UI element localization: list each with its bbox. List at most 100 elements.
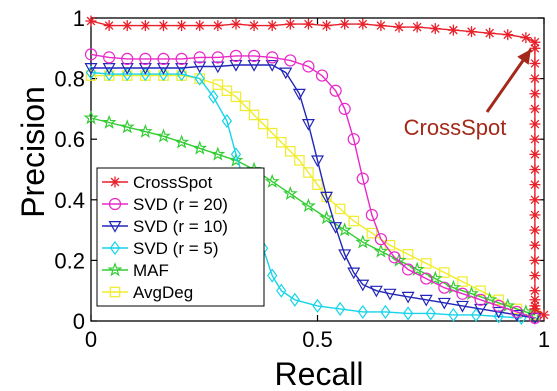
data-point-crossspot [529, 103, 541, 115]
data-point-svd-r-5 [276, 283, 287, 298]
data-point-svd-r-10 [369, 285, 383, 298]
data-point-svd-r-20 [329, 84, 342, 97]
series-svd-r-20 [84, 48, 542, 325]
data-point-maf [264, 173, 280, 188]
data-point-crossspot [529, 270, 541, 282]
legend-marker [109, 286, 121, 298]
data-point-avgdeg [303, 167, 314, 178]
data-point-crossspot [502, 29, 514, 41]
data-point-crossspot [139, 20, 151, 32]
legend-label: SVD (r = 20) [133, 195, 228, 214]
data-point-svd-r-5 [425, 306, 436, 321]
annotation-arrow-head [517, 49, 531, 65]
data-point-crossspot [529, 194, 541, 206]
legend-entry-svd-r-5: SVD (r = 5) [102, 239, 219, 258]
axes: 0 0.2 0.4 0.6 0.8 1 0 0.5 1 [54, 6, 550, 352]
data-point-crossspot [266, 20, 278, 32]
y-tick-label: 0.4 [54, 188, 85, 213]
data-point-crossspot [466, 26, 478, 38]
data-point-svd-r-20 [438, 281, 451, 294]
data-point-avgdeg [420, 258, 432, 269]
data-point-svd-r-5 [140, 66, 151, 82]
data-point-svd-r-10 [419, 294, 433, 307]
data-point-svd-r-5 [402, 306, 414, 321]
data-point-crossspot [212, 20, 224, 32]
data-point-crossspot [529, 164, 541, 175]
data-point-maf [300, 198, 316, 213]
data-point-maf [101, 114, 117, 129]
data-point-svd-r-20 [492, 299, 505, 312]
data-point-svd-r-10 [437, 297, 451, 310]
data-point-crossspot [321, 20, 333, 32]
data-point-maf [174, 134, 190, 149]
series-svd-r-10 [84, 59, 542, 325]
data-point-maf [155, 128, 171, 143]
data-point-crossspot [121, 20, 133, 32]
legend-marker [108, 197, 122, 211]
data-point-avgdeg [239, 100, 251, 112]
data-point-svd-r-10 [102, 62, 116, 75]
data-point-svd-r-10 [120, 62, 134, 75]
data-point-svd-r-20 [175, 52, 188, 66]
data-point-crossspot [529, 254, 541, 266]
data-point-svd-r-20 [365, 208, 378, 222]
y-tick-label: 1 [73, 6, 85, 31]
data-point-crossspot [393, 21, 405, 33]
data-point-svd-r-10 [492, 306, 506, 319]
data-point-svd-r-20 [474, 293, 487, 306]
data-point-crossspot [302, 18, 314, 30]
data-point-avgdeg [230, 91, 242, 103]
data-point-svd-r-5 [103, 66, 115, 82]
data-point-avgdeg [366, 227, 378, 239]
crossspot-annotation: CrossSpot [404, 48, 533, 140]
legend-label: SVD (r = 5) [133, 239, 219, 258]
data-point-avgdeg [285, 146, 296, 157]
data-point-avgdeg [248, 109, 260, 121]
series-layer [83, 15, 550, 326]
data-point-svd-r-10 [474, 303, 488, 316]
data-point-maf [319, 210, 335, 225]
data-point-svd-r-10 [320, 191, 334, 204]
data-point-crossspot [529, 148, 541, 160]
data-point-svd-r-5 [289, 292, 300, 307]
data-point-svd-r-10 [301, 119, 315, 131]
data-point-svd-r-20 [84, 48, 98, 61]
legend-box [96, 167, 265, 307]
data-point-crossspot [411, 21, 423, 33]
data-point-crossspot [339, 18, 351, 30]
data-point-svd-r-10 [310, 155, 325, 168]
data-point-maf [355, 234, 371, 249]
data-point-svd-r-20 [420, 272, 433, 285]
data-point-crossspot [194, 20, 206, 32]
data-point-crossspot [529, 224, 541, 236]
data-point-crossspot [538, 309, 550, 321]
data-point-maf [282, 185, 298, 201]
data-point-svd-r-5 [230, 147, 242, 162]
legend-entry-svd-r-10: SVD (r = 10) [102, 217, 228, 236]
data-point-svd-r-20 [402, 263, 415, 276]
legend: CrossSpot SVD (r = 20) SVD (r = 10) SVD (r … [96, 167, 265, 307]
data-point-maf [228, 152, 244, 167]
data-point-avgdeg [266, 127, 278, 139]
data-point-svd-r-20 [229, 49, 243, 62]
data-point-svd-r-20 [266, 51, 279, 64]
data-point-maf [192, 140, 208, 155]
legend-entry-avgdeg: AvgDeg [102, 283, 193, 302]
data-point-avgdeg [402, 249, 414, 260]
data-point-crossspot [529, 42, 541, 54]
data-point-svd-r-5 [493, 309, 504, 324]
data-point-svd-r-20 [139, 52, 152, 66]
data-point-svd-r-10 [229, 59, 243, 72]
data-point-svd-r-20 [510, 305, 523, 319]
data-point-svd-r-10 [156, 62, 170, 75]
data-point-svd-r-10 [401, 291, 415, 304]
data-point-crossspot [529, 239, 541, 251]
data-point-svd-r-10 [329, 222, 343, 234]
data-point-svd-r-20 [302, 60, 315, 73]
data-point-maf [210, 146, 226, 161]
data-point-maf [119, 119, 135, 134]
legend-entry-svd-r-20: SVD (r = 20) [102, 195, 228, 214]
legend-label: SVD (r = 10) [133, 217, 228, 236]
data-point-svd-r-20 [374, 233, 388, 246]
